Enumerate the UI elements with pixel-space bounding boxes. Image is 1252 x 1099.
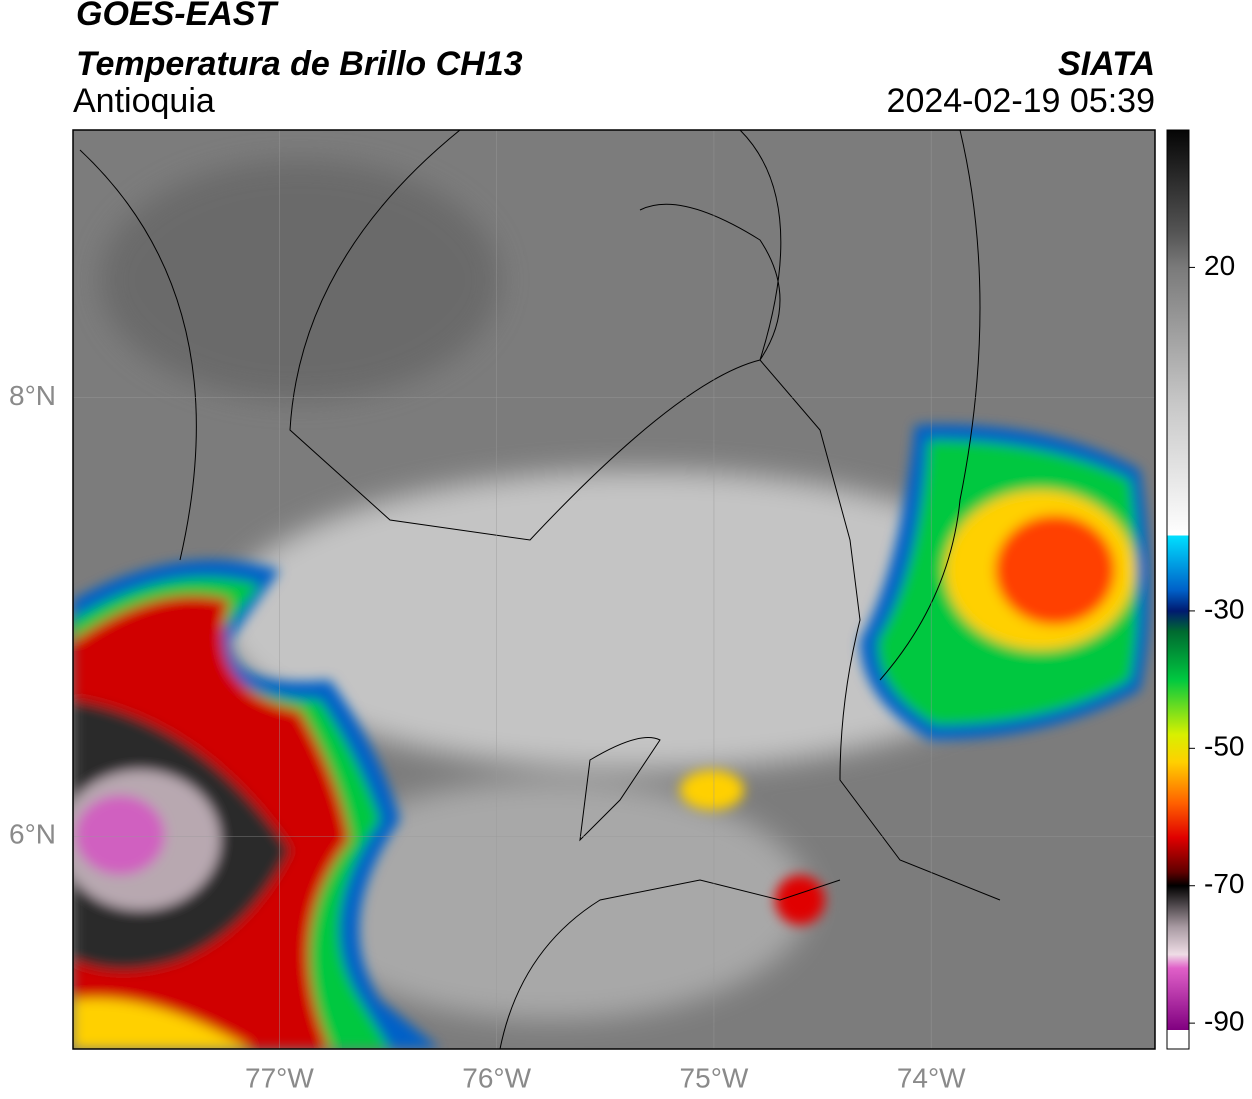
colorbar-tick-label: -50 [1204, 731, 1244, 762]
colorbar-frame [1166, 129, 1190, 1050]
x-tick-label: 74°W [897, 1062, 966, 1093]
colorbar-tick-label: -30 [1204, 593, 1244, 624]
source: SIATA [1058, 45, 1155, 83]
x-tick-label: 77°W [245, 1062, 314, 1093]
subtitle: Temperatura de Brillo CH13 [76, 45, 523, 83]
map-frame [72, 129, 1156, 1050]
colorbar-extension [1167, 1030, 1189, 1049]
y-tick-label: 8°N [9, 380, 56, 411]
colorbar-tick-label: 20 [1204, 250, 1235, 281]
y-tick-label: 6°N [9, 819, 56, 850]
colorbar-tick-label: -70 [1204, 868, 1244, 899]
timestamp: 2024-02-19 05:39 [887, 82, 1155, 120]
x-tick-label: 75°W [680, 1062, 749, 1093]
region: Antioquia [73, 82, 215, 120]
satellite-image [73, 130, 1155, 1049]
colorbar-tick-label: -90 [1204, 1006, 1244, 1037]
title: GOES-EAST [76, 0, 279, 33]
x-tick-label: 76°W [462, 1062, 531, 1093]
colorbar [1167, 130, 1189, 1030]
